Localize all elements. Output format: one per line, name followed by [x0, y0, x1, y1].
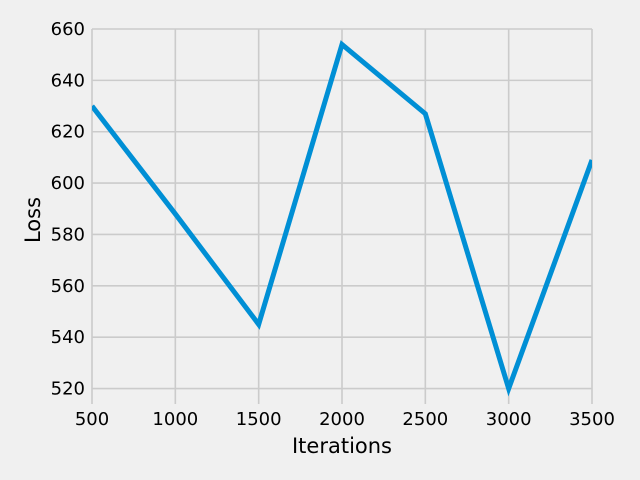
y-tick-label: 560	[51, 276, 85, 297]
series-line	[92, 40, 592, 397]
x-tick-label: 500	[75, 409, 109, 430]
x-tick-label: 1500	[236, 409, 282, 430]
y-axis-label: Loss	[21, 197, 45, 243]
x-axis-label: Iterations	[292, 434, 392, 458]
tick-labels: 500 1000 1500 2000 2500 3000 3500 520 540 560 580 6…	[51, 19, 615, 430]
x-tick-label: 2500	[402, 409, 448, 430]
y-tick-label: 620	[51, 122, 85, 143]
y-tick-label: 540	[51, 327, 85, 348]
grid	[91, 28, 593, 404]
y-tick-label: 640	[51, 70, 85, 91]
x-tick-label: 3000	[486, 409, 532, 430]
y-tick-label: 520	[51, 379, 85, 400]
series-layer	[92, 40, 592, 397]
y-tick-label: 600	[51, 173, 85, 194]
y-tick-label: 660	[51, 19, 85, 40]
x-tick-label: 2000	[319, 409, 365, 430]
x-tick-label: 1000	[152, 409, 198, 430]
y-tick-label: 580	[51, 224, 85, 245]
x-tick-label: 3500	[569, 409, 615, 430]
